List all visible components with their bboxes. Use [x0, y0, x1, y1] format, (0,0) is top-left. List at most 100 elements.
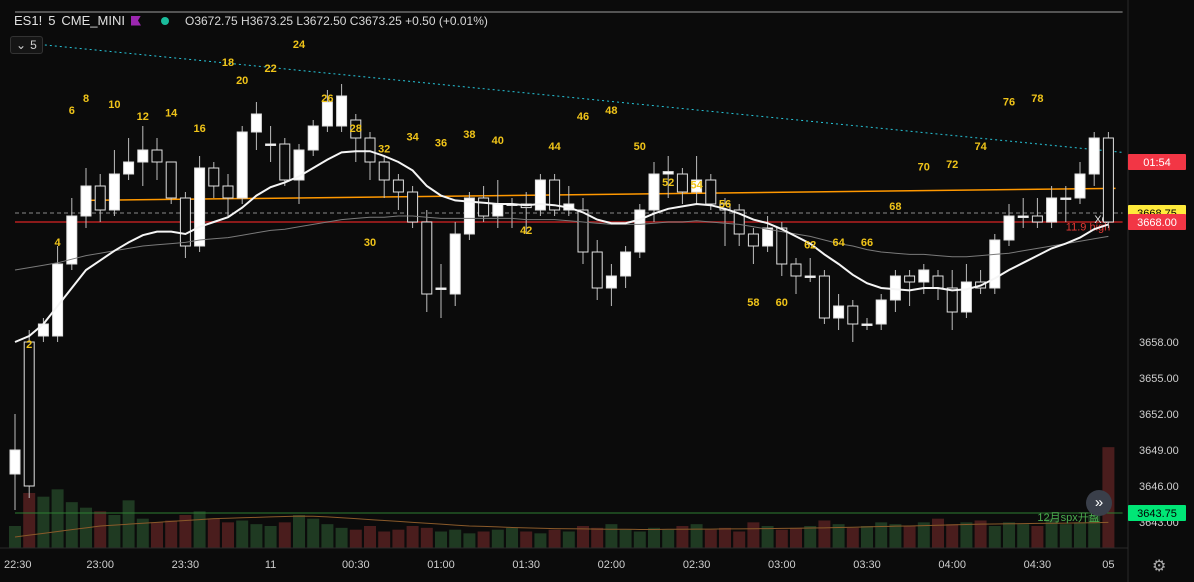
- candle-body: [833, 305, 845, 319]
- symbol-name[interactable]: ES1!: [14, 13, 43, 28]
- double-chevron-right-icon[interactable]: »: [1086, 490, 1112, 516]
- bar-count-label: 40: [492, 135, 504, 147]
- candle-body: [364, 137, 376, 163]
- bar-count-label: 12: [137, 111, 149, 123]
- price-label-text: 01:54: [1143, 157, 1171, 169]
- time-axis[interactable]: 22:30 23:00 23:30 11 00:30 01:00 01:30 02:00 02:…: [0, 547, 1128, 571]
- volume-bar: [1017, 524, 1030, 548]
- candle-body: [776, 227, 788, 265]
- bar-count-label: 34: [406, 131, 419, 143]
- fast-ma-line: [14, 150, 1109, 343]
- volume-bar: [719, 527, 731, 548]
- bar-count-label: 14: [165, 107, 178, 119]
- time-tick-label: 01:00: [427, 559, 455, 571]
- candle-body: [904, 275, 916, 283]
- candle-body: [691, 179, 703, 193]
- candle-body: [676, 173, 688, 193]
- volume-bar: [378, 531, 391, 548]
- volume-bar: [761, 526, 774, 548]
- candle-body: [605, 275, 617, 289]
- bar-count-label: 56: [719, 199, 731, 211]
- volume-bar: [165, 520, 178, 548]
- bar-count-label: 32: [378, 143, 390, 155]
- volume-bar: [236, 520, 249, 548]
- bar-count-label: 50: [634, 141, 646, 153]
- volume-bar: [151, 522, 163, 548]
- volume-bar: [733, 531, 746, 548]
- candle-body: [9, 449, 21, 475]
- bar-count-label: 60: [776, 297, 788, 309]
- candle-body: [591, 251, 603, 289]
- volume-bar: [477, 531, 490, 548]
- volume-bar: [23, 493, 36, 548]
- volume-bar: [946, 524, 959, 548]
- volume-ma-line: [14, 515, 1109, 538]
- candle-body: [407, 191, 419, 223]
- volume-bar: [435, 531, 447, 548]
- candle-body: [861, 323, 873, 326]
- bar-count-label: 78: [1031, 93, 1043, 105]
- bar-count-label: 62: [804, 239, 816, 251]
- bar-count-label: 36: [435, 137, 447, 149]
- candle-body: [946, 287, 958, 313]
- time-tick-label: 04:00: [938, 559, 966, 571]
- price-tick-label: 3649.00: [1139, 445, 1179, 457]
- gear-icon[interactable]: ⚙: [1152, 558, 1167, 575]
- candle-body: [478, 197, 490, 217]
- candle-body: [123, 161, 135, 175]
- candle-body: [279, 143, 291, 181]
- volume-bar: [1088, 515, 1101, 548]
- candle-body: [847, 305, 859, 325]
- bar-count-label: 44: [548, 141, 561, 153]
- candle-body: [137, 149, 149, 163]
- volume-bar: [747, 522, 760, 548]
- volume-bar: [307, 518, 320, 548]
- bar-count-label: 72: [946, 159, 958, 171]
- candle-body: [336, 95, 348, 127]
- candle-body: [321, 101, 333, 127]
- volume-bar: [690, 524, 703, 548]
- time-tick-label: 01:30: [512, 559, 540, 571]
- volume-bar: [364, 526, 376, 548]
- volume-bar: [548, 529, 561, 548]
- bar-count-label: 30: [364, 237, 376, 249]
- volume-bar: [207, 518, 220, 548]
- candle-body: [463, 197, 475, 235]
- candle-body: [733, 209, 745, 235]
- volume-bar: [818, 520, 831, 548]
- interval-label[interactable]: 5: [48, 13, 56, 28]
- candle-body: [1074, 173, 1086, 199]
- candle-body: [1060, 197, 1072, 200]
- price-label-text: 3643.75: [1137, 508, 1177, 520]
- volume-bar: [349, 529, 362, 548]
- volume-bar: [591, 527, 604, 548]
- indicator-toggle-button[interactable]: ⌄ 5: [10, 36, 43, 54]
- candle-body: [307, 125, 319, 151]
- candle-body: [662, 171, 674, 175]
- candle-body: [1003, 215, 1015, 241]
- volume-bar: [108, 515, 121, 548]
- volume-bar: [506, 527, 518, 548]
- time-tick-label: 04:30: [1024, 559, 1052, 571]
- overlay-label: 11.9 high: [1066, 221, 1110, 233]
- price-tick-label: 3652.00: [1139, 409, 1179, 421]
- bar-count-label: 66: [861, 237, 873, 249]
- price-axis[interactable]: 3658.00 3655.00 3652.00 3649.00 3646.00 3643.…: [1127, 0, 1186, 582]
- volume-bar: [51, 489, 64, 548]
- bar-count-label: 22: [264, 63, 276, 75]
- candle-body: [620, 251, 632, 277]
- volume-bar: [988, 526, 1001, 548]
- candle-body: [435, 287, 447, 290]
- candle-body: [151, 149, 163, 163]
- volume-bar: [932, 518, 944, 548]
- volume-bar: [94, 511, 107, 548]
- candle-body: [1017, 215, 1029, 218]
- time-tick-label: 00:30: [342, 559, 370, 571]
- volume-bar: [278, 522, 291, 548]
- bar-count-label: 58: [747, 297, 759, 309]
- bar-count-label: 20: [236, 75, 248, 87]
- candle-body: [80, 185, 92, 217]
- flag-icon[interactable]: [130, 15, 141, 26]
- volume-bar: [875, 522, 888, 548]
